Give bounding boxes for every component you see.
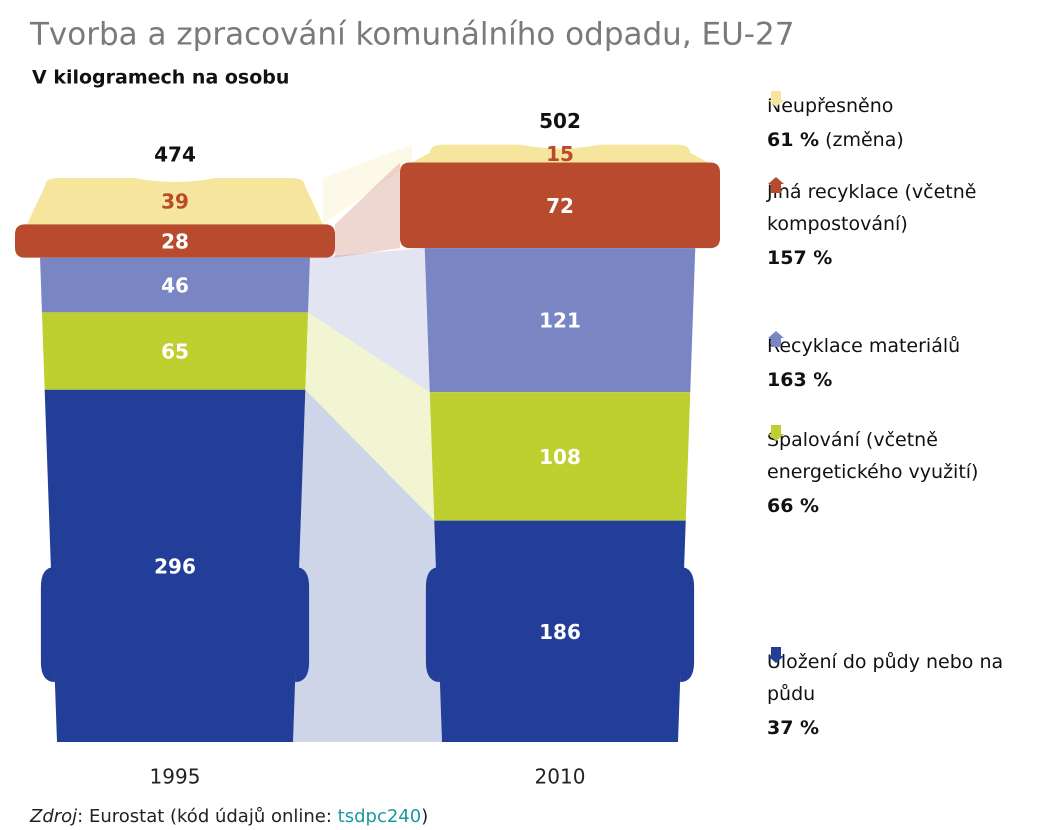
- trend-icon: [767, 646, 785, 664]
- segment-label: 46: [161, 274, 189, 298]
- segment-label: 121: [539, 309, 581, 333]
- trend-icon: [767, 176, 785, 194]
- segment-label: 72: [546, 194, 574, 218]
- change-label: 37 %: [767, 712, 819, 744]
- trend-arrow: [768, 425, 784, 441]
- total-label: 474: [154, 142, 196, 166]
- source-text: : Eurostat (kód údajů online:: [77, 806, 337, 827]
- legend-change: 163 %: [767, 364, 1057, 396]
- x-tick-label: 2010: [535, 765, 586, 789]
- legend-name: Spalování (včetně energetického využití): [767, 424, 1057, 488]
- legend-name: Jiná recyklace (včetně kompostování): [767, 176, 1057, 240]
- segment-label: 108: [539, 445, 581, 469]
- source: Zdroj: Eurostat (kód údajů online: tsdpc…: [30, 806, 428, 827]
- chart-subtitle: V kilogramech na osobu: [32, 67, 289, 89]
- trend-arrow: [768, 331, 784, 347]
- source-end: ): [421, 806, 428, 827]
- legend-change: 66 %: [767, 490, 1057, 522]
- legend-name: Uložení do půdy nebo na půdu: [767, 646, 1057, 710]
- legend-change: 157 %: [767, 242, 1057, 274]
- change-note: (změna): [825, 124, 904, 156]
- page: Tvorba a zpracování komunálního odpadu, …: [0, 0, 1057, 830]
- source-label: Zdroj: [30, 806, 77, 827]
- change-label: 66 %: [767, 490, 819, 522]
- segment-label: 15: [546, 142, 574, 166]
- legend-entry: Spalování (včetně energetického využití)…: [767, 424, 1057, 522]
- trend-icon: [767, 90, 785, 108]
- segment-label: 296: [154, 554, 196, 578]
- change-label: 61 %: [767, 124, 819, 156]
- bin-handle: [295, 567, 309, 682]
- x-tick-label: 1995: [150, 765, 201, 789]
- legend-name: Recyklace materiálů: [767, 330, 1057, 362]
- segment-label: 65: [161, 340, 189, 364]
- change-label: 157 %: [767, 242, 832, 274]
- trend-icon: [767, 330, 785, 348]
- trend-arrow: [768, 177, 784, 193]
- trend-arrow: [768, 647, 784, 663]
- trend-arrow: [768, 91, 784, 107]
- segment-label: 28: [161, 230, 189, 254]
- legend-change: 37 %: [767, 712, 1057, 744]
- source-code: tsdpc240: [338, 806, 422, 827]
- legend-entry: Jiná recyklace (včetně kompostování)157 …: [767, 176, 1057, 274]
- chart-title: Tvorba a zpracování komunálního odpadu, …: [29, 17, 794, 53]
- legend-name: Neupřesněno: [767, 90, 1057, 122]
- trend-icon: [767, 424, 785, 442]
- change-label: 163 %: [767, 364, 832, 396]
- segment-label: 39: [161, 190, 189, 214]
- segment-label: 186: [539, 620, 581, 644]
- legend-change: 61 %(změna): [767, 124, 1057, 156]
- bin-handle: [680, 567, 694, 682]
- bin-handle: [426, 567, 440, 682]
- total-label: 502: [539, 109, 581, 133]
- bin-handle: [41, 567, 55, 682]
